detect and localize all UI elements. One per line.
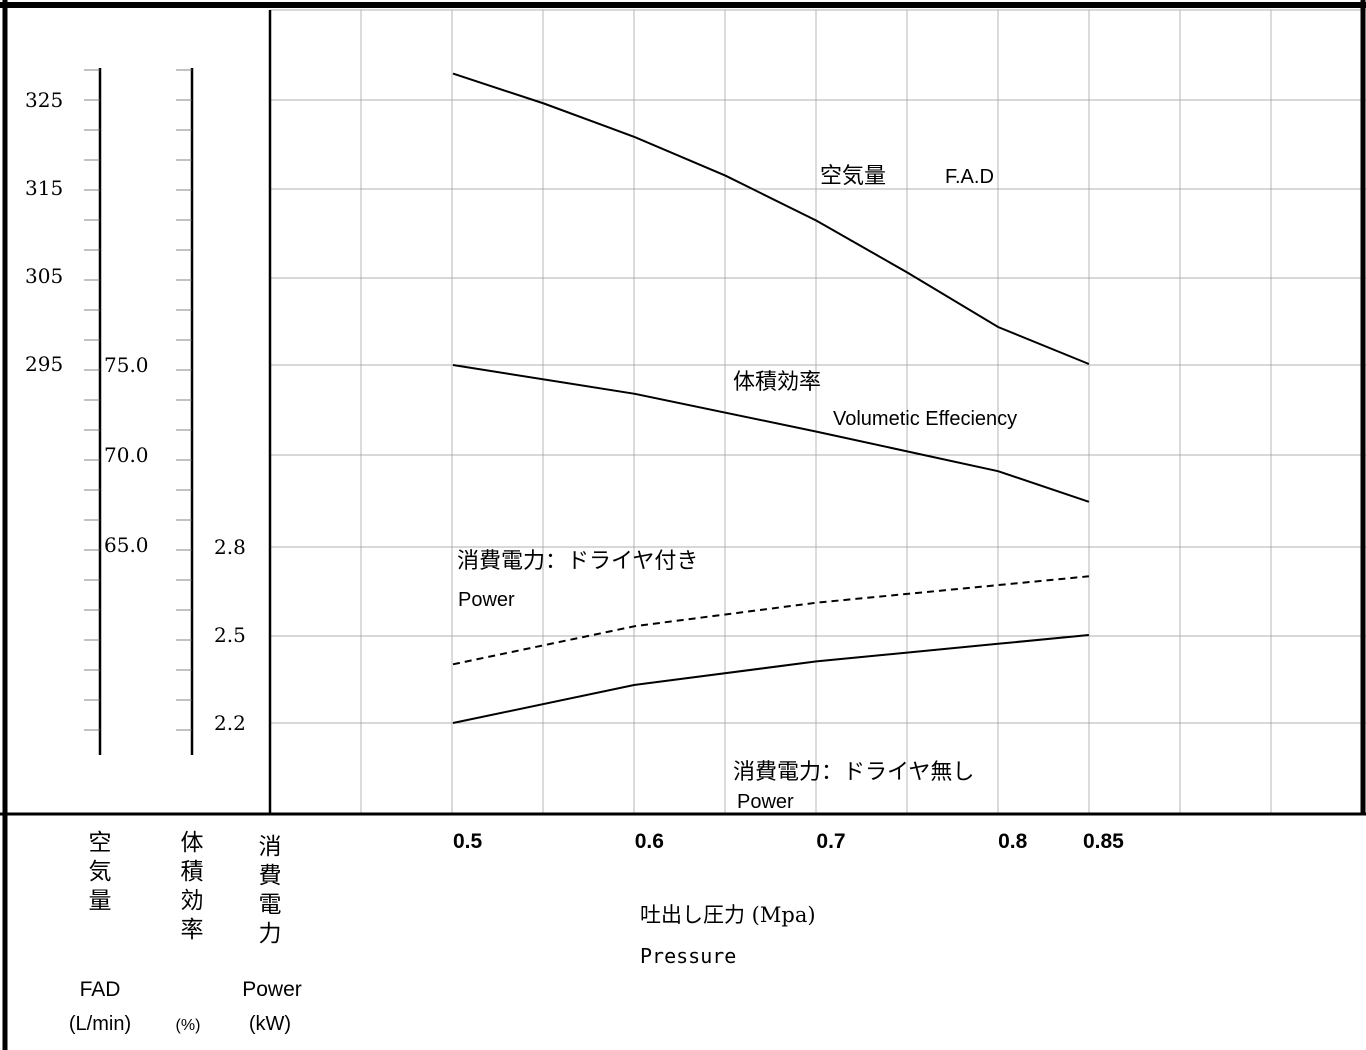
power-tick-label: 2.5 (214, 623, 246, 647)
fad-axis-title-char: 気 (89, 859, 112, 885)
vol-axis-title-char: 効 (181, 888, 204, 914)
series (452, 72, 1090, 724)
axis-titles: 空気量 体積効率 消費電力 (89, 830, 282, 947)
x-tick-labels: 0.5 0.6 0.7 0.8 0.85 (453, 830, 1124, 853)
vol-tick-label: 65.0 (104, 533, 149, 557)
power-nodryer-label-jp: 消費電力：ドライヤ無し (733, 760, 974, 785)
axes: 325 315 305 295 75.0 70.0 65.0 2.8 2.5 2.2 (25, 68, 246, 755)
fad-tick-label: 295 (25, 352, 63, 376)
power-axis-unit: (kW) (249, 1013, 291, 1035)
series-line-power-3 (452, 634, 1089, 724)
power-nodryer-label-en: Power (737, 791, 794, 813)
x-axis-title-jp: 吐出し圧力 (Mpa) (640, 903, 816, 927)
series-line-fad-0 (452, 72, 1090, 365)
grid (270, 9, 1366, 813)
fad-tick-label: 305 (25, 264, 63, 288)
fad-tick-label: 325 (25, 88, 63, 112)
vol-tick-label: 70.0 (104, 443, 149, 467)
vol-axis-unit: (%) (176, 1017, 201, 1034)
fad-series-label-jp: 空気量 (820, 164, 886, 189)
vol-axis-title-char: 積 (181, 859, 204, 885)
series-line-power-2 (452, 575, 1089, 666)
fad-axis-title-char: 空 (89, 830, 112, 856)
fad-axis-title-char: 量 (89, 888, 112, 914)
power-axis-title-char: 費 (259, 863, 282, 889)
power-tick-label: 2.8 (214, 535, 246, 559)
fad-axis-label: FAD (80, 978, 121, 1001)
series-line-vol-1 (452, 364, 1090, 503)
vol-tick-label: 75.0 (104, 353, 149, 377)
x-tick-label: 0.8 (998, 830, 1028, 853)
x-axis-title-en: Pressure (640, 944, 736, 968)
vol-series-label-en: Volumetic Effeciency (833, 408, 1017, 430)
x-tick-label: 0.7 (816, 830, 845, 853)
x-tick-label: 0.5 (453, 830, 483, 853)
power-axis-title-char: 電 (259, 892, 282, 918)
power-axis-title-char: 消 (259, 834, 282, 860)
power-axis-label: Power (242, 978, 302, 1001)
power-axis-title-char: 力 (259, 921, 282, 947)
fad-axis-unit: (L/min) (69, 1013, 131, 1035)
vol-axis-title-char: 率 (181, 917, 204, 943)
x-tick-label: 0.85 (1083, 830, 1124, 853)
x-tick-label: 0.6 (635, 830, 664, 853)
power-tick-label: 2.2 (214, 711, 246, 735)
fad-tick-label: 315 (25, 176, 63, 200)
fad-series-label-en: F.A.D (945, 166, 994, 188)
power-dryer-label-en: Power (458, 589, 515, 611)
vol-series-label-jp: 体積効率 (733, 370, 821, 395)
vol-axis-title-char: 体 (181, 830, 204, 856)
power-dryer-label-jp: 消費電力：ドライヤ付き (457, 549, 698, 574)
